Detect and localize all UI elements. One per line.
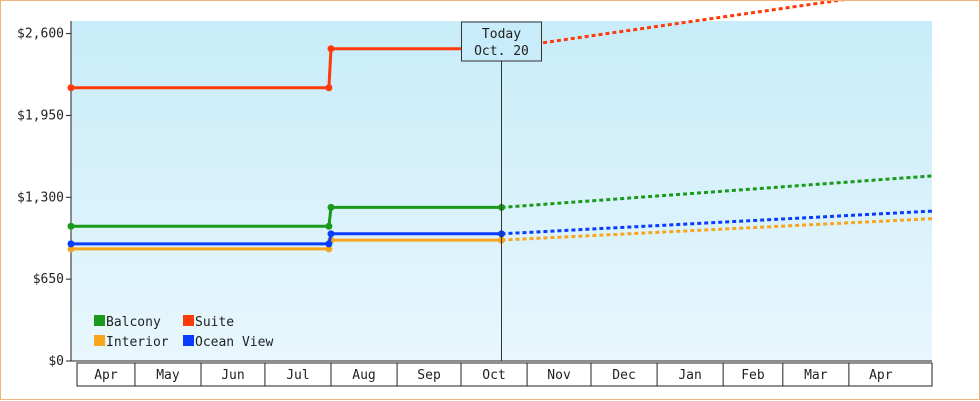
today-marker: Today Oct. 20	[461, 21, 542, 361]
month-bar	[76, 362, 933, 387]
month-label: Jan	[678, 368, 701, 383]
data-point	[325, 245, 333, 253]
data-point	[325, 222, 333, 230]
legend-label: Interior	[106, 335, 169, 350]
month-label: Oct	[482, 368, 505, 383]
month-label: Aug	[352, 368, 375, 383]
y-tick-label: $2,600	[17, 27, 64, 42]
month-label: Jun	[221, 368, 244, 383]
series-line	[71, 232, 502, 246]
y-tick-label: $1,950	[17, 108, 64, 123]
series-line	[71, 205, 502, 228]
y-tick-label: $650	[33, 272, 64, 287]
series-line	[71, 47, 502, 90]
y-tick-label: $1,300	[17, 190, 64, 205]
legend-label: Balcony	[106, 315, 161, 330]
today-date: Oct. 20	[474, 44, 529, 59]
data-point	[67, 245, 75, 253]
legend-swatch	[94, 315, 105, 326]
data-point	[67, 240, 75, 248]
today-label: Today	[482, 27, 521, 42]
month-label: Dec	[612, 368, 635, 383]
series-ocean-view	[67, 209, 933, 248]
data-point	[67, 222, 75, 230]
month-label: Sep	[417, 368, 441, 383]
legend-label: Ocean View	[195, 335, 273, 350]
month-label: Nov	[547, 368, 571, 383]
series-group	[67, 1, 933, 253]
month-label: Jul	[286, 368, 309, 383]
series-projection	[501, 1, 845, 51]
month-label: May	[156, 368, 180, 383]
series-balcony	[67, 174, 933, 230]
x-axis: Apr May Jun Jul Aug Sep Oct Nov Dec Jan Feb Mar Apr	[76, 362, 933, 387]
legend: Balcony Suite Interior Ocean View	[94, 315, 273, 350]
y-tick-label: $0	[48, 354, 64, 369]
data-point	[327, 230, 335, 238]
legend-swatch	[183, 315, 194, 326]
series-projection	[501, 174, 933, 209]
data-point	[325, 84, 333, 92]
month-label: Feb	[741, 368, 765, 383]
data-point	[325, 240, 333, 248]
legend-swatch	[183, 335, 194, 346]
month-label: Apr	[94, 368, 118, 383]
month-label: Apr	[869, 368, 893, 383]
series-projection	[501, 217, 933, 242]
today-box	[461, 21, 542, 62]
series-projection	[501, 209, 933, 236]
data-point	[327, 203, 335, 211]
month-label: Mar	[804, 368, 828, 383]
data-point	[327, 45, 335, 53]
legend-label: Suite	[195, 315, 234, 330]
data-point	[67, 84, 75, 92]
legend-swatch	[94, 335, 105, 346]
